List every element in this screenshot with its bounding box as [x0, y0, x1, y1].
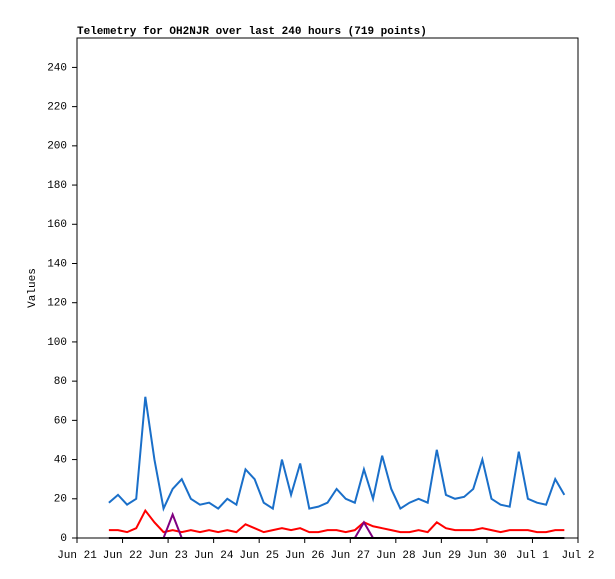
- y-axis-label: Values: [27, 268, 39, 308]
- x-tick-label: Jul 2: [561, 550, 594, 562]
- y-tick-label: 20: [54, 494, 67, 506]
- y-tick-label: 240: [47, 62, 67, 74]
- chart-title: Telemetry for OH2NJR over last 240 hours…: [77, 26, 427, 38]
- y-tick-label: 180: [47, 180, 67, 192]
- x-tick-label: Jul 1: [516, 550, 549, 562]
- y-tick-label: 40: [54, 454, 67, 466]
- series-line: [108, 508, 565, 534]
- y-tick-label: 0: [60, 533, 67, 545]
- x-tick-label: Jun 29: [422, 550, 462, 562]
- x-tick-label: Jun 28: [376, 550, 416, 562]
- x-tick-label: Jun 24: [194, 550, 234, 562]
- y-tick-label: 160: [47, 219, 67, 231]
- x-tick-label: Jun 21: [57, 550, 97, 562]
- y-tick-label: 220: [47, 102, 67, 114]
- y-tick-label: 120: [47, 298, 67, 310]
- x-tick-label: Jun 26: [285, 550, 325, 562]
- y-tick-label: 200: [47, 141, 67, 153]
- x-tick-label: Jun 23: [148, 550, 188, 562]
- y-tick-label: 140: [47, 258, 67, 270]
- y-tick-label: 60: [54, 415, 67, 427]
- y-tick-label: 100: [47, 337, 67, 349]
- x-tick-label: Jun 25: [239, 550, 279, 562]
- x-tick-label: Jun 27: [330, 550, 370, 562]
- x-tick-label: Jun 22: [103, 550, 143, 562]
- series-line: [108, 396, 566, 512]
- plot-frame: [76, 37, 579, 539]
- series-line: [108, 511, 565, 539]
- x-tick-label: Jun 30: [467, 550, 507, 562]
- y-tick-label: 80: [54, 376, 67, 388]
